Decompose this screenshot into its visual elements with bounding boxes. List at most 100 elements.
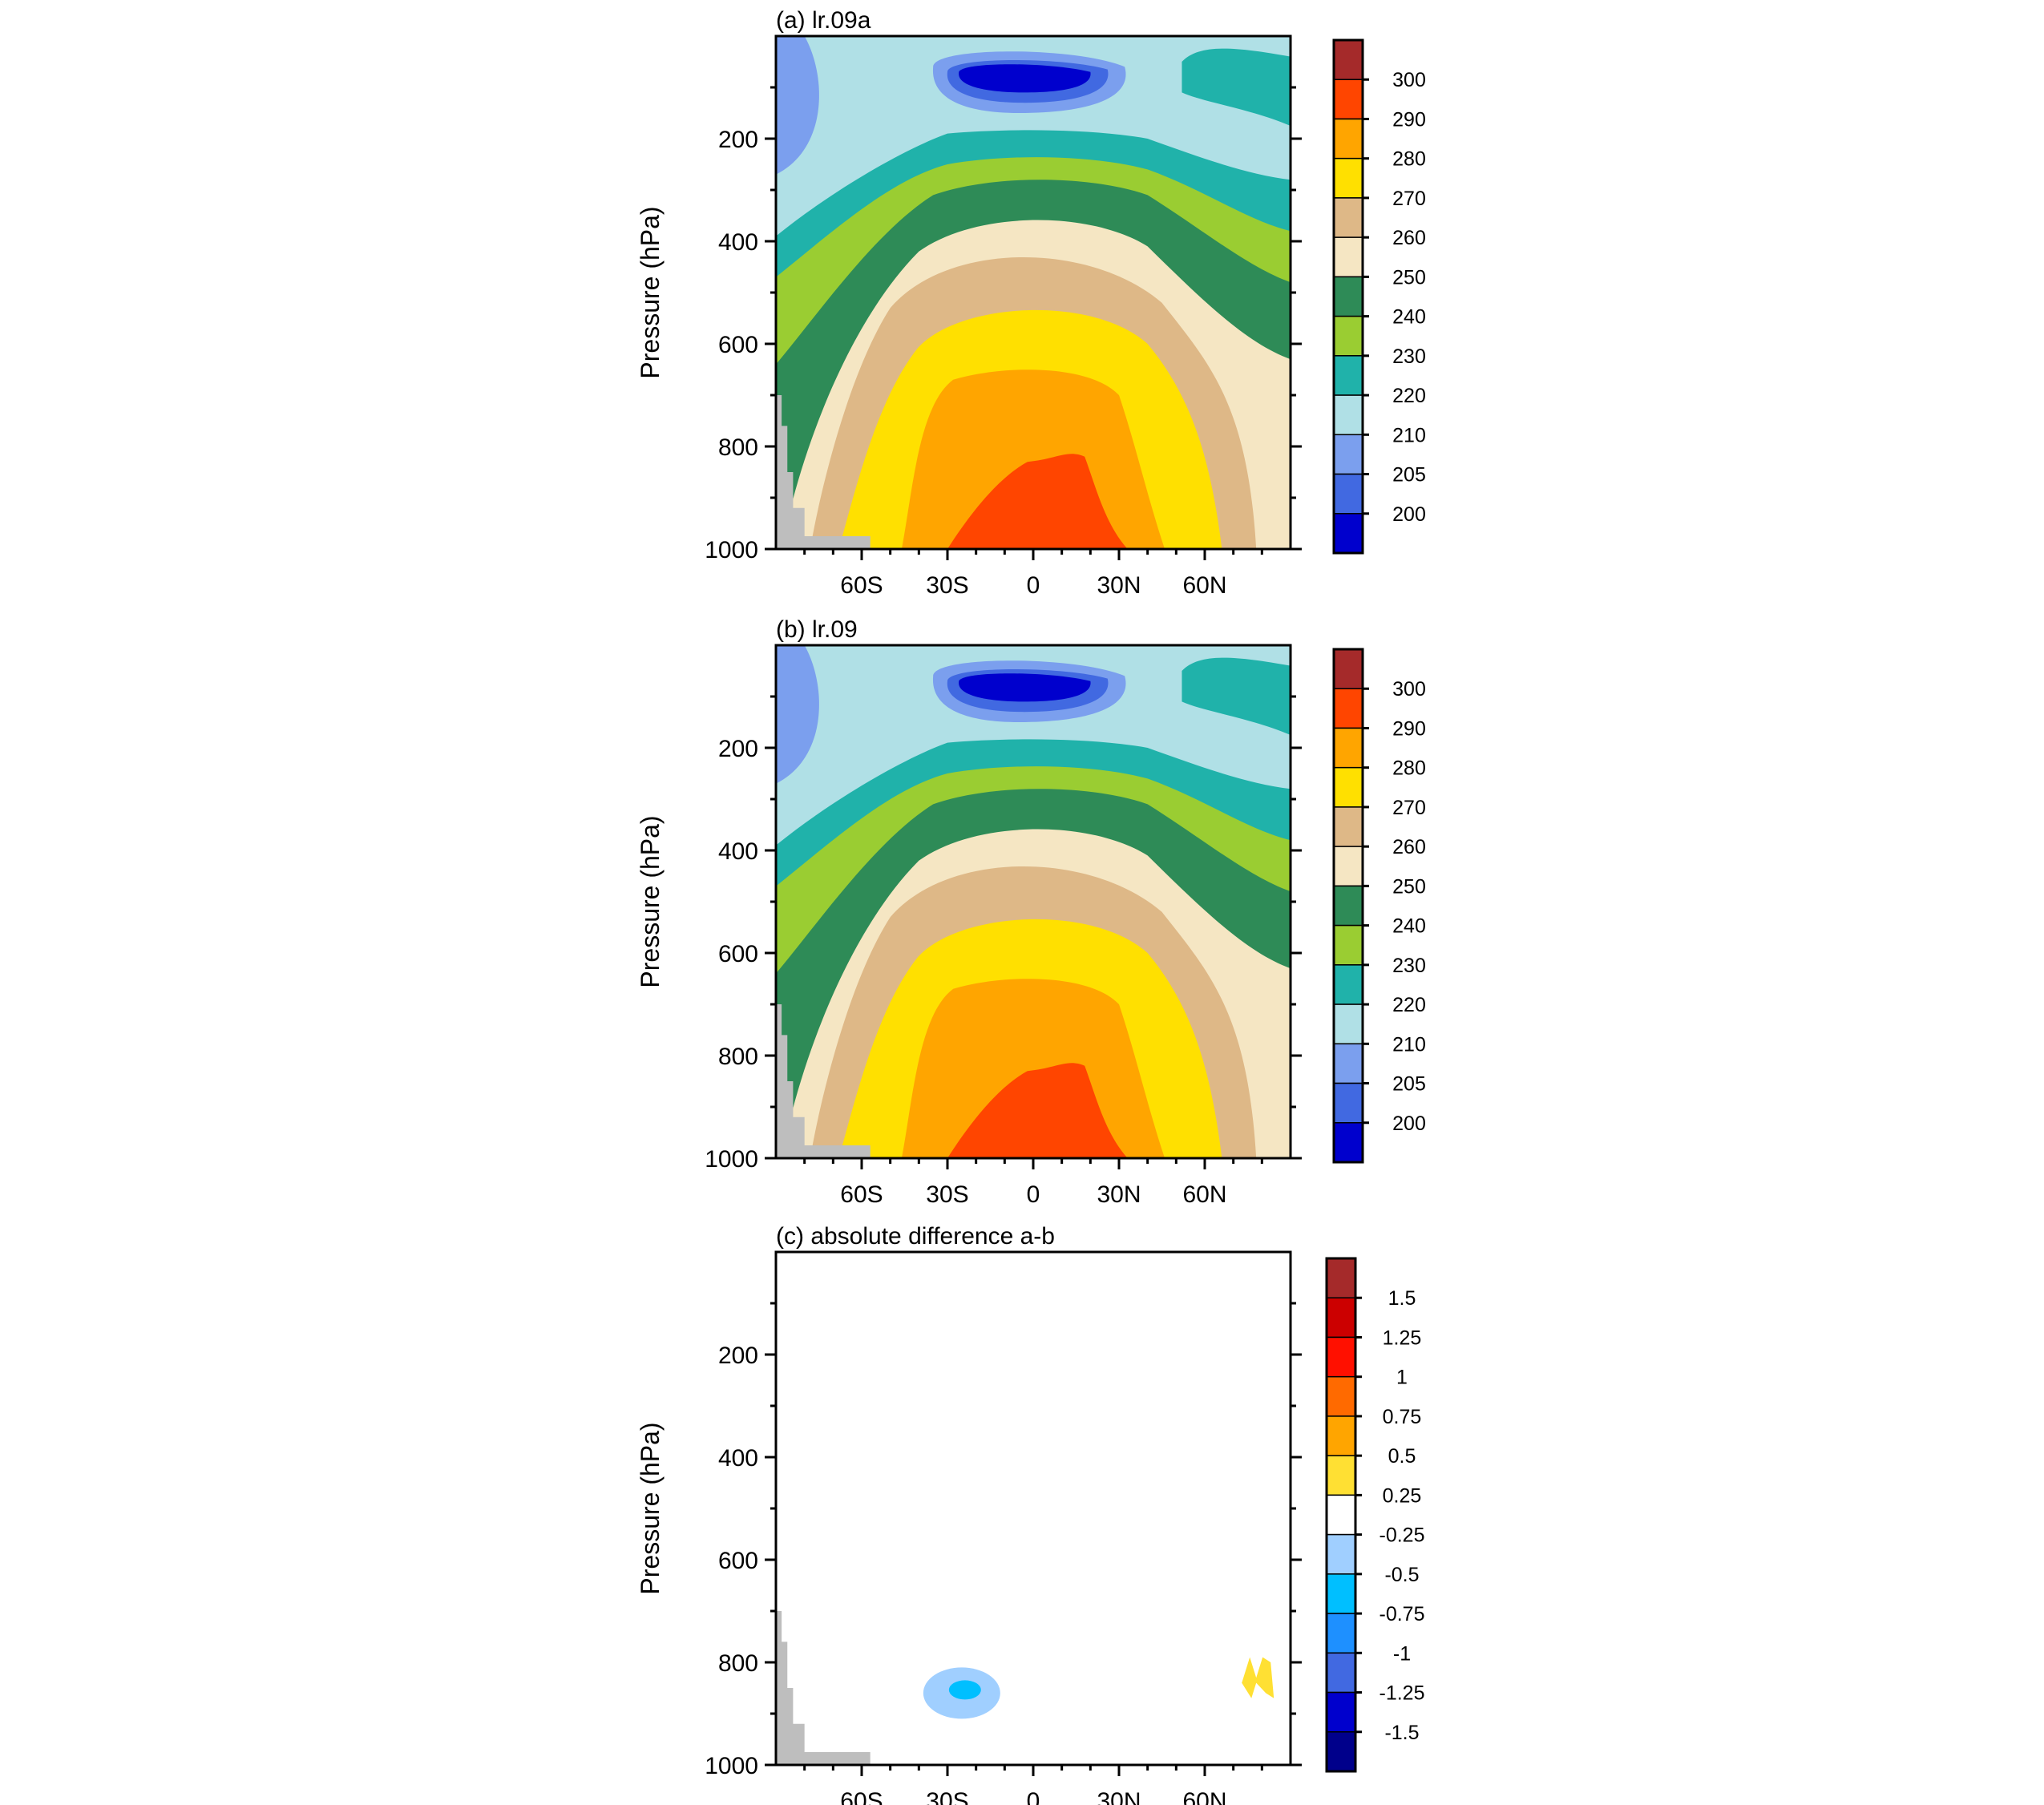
colorbar-box — [1333, 157, 1363, 199]
x-tick-label: 60N — [1182, 1181, 1226, 1208]
colorbar-box — [1326, 1415, 1356, 1456]
y-tick-label: 1000 — [705, 1753, 758, 1779]
colorbar-label: 205 — [1392, 1073, 1426, 1096]
x-tick-label: 60S — [840, 572, 883, 599]
temperature-band — [1182, 48, 1291, 126]
plot-area — [776, 36, 1291, 549]
colorbar: 300 290 280 270 260 250 240 230 220 210 205 200 — [1332, 648, 1426, 1164]
y-tick-label: 800 — [718, 1650, 758, 1677]
colorbar-box — [1333, 924, 1363, 966]
y-tick-label: 200 — [718, 127, 758, 153]
colorbar-box — [1326, 1691, 1356, 1733]
colorbar-label: 0.75 — [1383, 1406, 1422, 1428]
x-tick-label: 60N — [1182, 572, 1226, 599]
temperature-band — [959, 673, 1091, 702]
colorbar-box — [1333, 315, 1363, 357]
colorbar-label: 280 — [1392, 148, 1426, 171]
colorbar-box — [1333, 1043, 1363, 1084]
temperature-band — [947, 454, 1128, 549]
x-tick-label: 60S — [840, 1181, 883, 1208]
colorbar-label: 290 — [1392, 108, 1426, 131]
colorbar-label: 250 — [1392, 875, 1426, 898]
colorbar-box — [1333, 806, 1363, 847]
plot-area — [776, 1252, 1291, 1765]
x-tick-label: 30N — [1097, 572, 1141, 599]
missing-data-mask — [776, 395, 871, 549]
colorbar-label: -0.25 — [1379, 1524, 1425, 1547]
colorbar-label: 210 — [1392, 1033, 1426, 1056]
colorbar-label: 1 — [1396, 1367, 1408, 1389]
colorbar-box — [1333, 727, 1363, 769]
missing-data-mask — [776, 1611, 871, 1765]
plot-area — [776, 645, 1291, 1158]
temperature-band — [959, 64, 1091, 93]
colorbar-box — [1333, 885, 1363, 927]
colorbar-box — [1333, 964, 1363, 1005]
anomaly-positive — [1242, 1657, 1274, 1698]
colorbar-box — [1326, 1494, 1356, 1536]
colorbar-box — [1326, 1573, 1356, 1614]
colorbar-label: 300 — [1392, 678, 1426, 701]
y-tick-label: 600 — [718, 941, 758, 967]
y-tick-label: 800 — [718, 434, 758, 461]
colorbar-frame — [1325, 1257, 1357, 1773]
colorbar-label: 260 — [1392, 836, 1426, 858]
colorbar-box — [1326, 1297, 1356, 1339]
colorbar-label: 220 — [1392, 994, 1426, 1016]
colorbar-box — [1326, 1652, 1356, 1694]
colorbar-box — [1333, 197, 1363, 238]
panel-c: 200 400 600 800 1000 60S 30S 0 30N 60N (c) absolut… — [636, 1223, 1424, 1805]
colorbar-box — [1333, 513, 1363, 554]
colorbar-label: -1.25 — [1379, 1682, 1425, 1705]
y-tick-label: 400 — [718, 229, 758, 256]
colorbar-box — [1333, 1082, 1363, 1124]
y-tick-label: 200 — [718, 736, 758, 762]
y-tick-label: 1000 — [705, 1146, 758, 1173]
x-tick-label: 30N — [1097, 1788, 1141, 1805]
colorbar-box — [1326, 1258, 1356, 1298]
colorbar-label: 270 — [1392, 797, 1426, 819]
y-tick-label: 400 — [718, 838, 758, 865]
colorbar: 1.5 1.25 1 0.75 0.5 0.25 -0.25 -0.5 -0.75 -1 -1.25… — [1325, 1257, 1425, 1773]
colorbar-box — [1333, 276, 1363, 317]
x-tick-label: 30S — [926, 1788, 968, 1805]
colorbar-label: 230 — [1392, 345, 1426, 368]
colorbar-label: -1.5 — [1384, 1722, 1419, 1744]
x-tick-label: 0 — [1027, 1788, 1040, 1805]
colorbar-box — [1333, 473, 1363, 515]
y-tick-label: 600 — [718, 332, 758, 358]
colorbar-label: 280 — [1392, 757, 1426, 780]
colorbar-label: 205 — [1392, 464, 1426, 487]
colorbar-label: -0.5 — [1384, 1564, 1419, 1586]
missing-data-mask — [776, 1004, 871, 1158]
colorbar-label: 210 — [1392, 424, 1426, 446]
colorbar-label: 230 — [1392, 955, 1426, 977]
colorbar-box — [1333, 355, 1363, 396]
anomaly-negative-inner — [948, 1680, 981, 1700]
colorbar-box — [1326, 1613, 1356, 1654]
temperature-band — [776, 36, 819, 175]
colorbar-label: 260 — [1392, 227, 1426, 249]
y-axis-label: Pressure (hPa) — [636, 815, 665, 987]
colorbar-frame — [1332, 648, 1364, 1164]
colorbar-label: 220 — [1392, 385, 1426, 407]
panel-b: 200 400 600 800 1000 60S 30S 0 30N 60N (b) lr.09 Pr… — [636, 616, 1426, 1208]
colorbar-box — [1333, 846, 1363, 887]
x-tick-label: 60S — [840, 1788, 883, 1805]
panel-title: (a) lr.09a — [776, 7, 871, 34]
colorbar-frame — [1332, 38, 1364, 555]
y-tick-label: 1000 — [705, 537, 758, 563]
y-tick-label: 400 — [718, 1445, 758, 1472]
colorbar-label: 1.25 — [1383, 1326, 1422, 1349]
y-tick-label: 200 — [718, 1343, 758, 1369]
temperature-band — [947, 1063, 1128, 1158]
colorbar-label: 250 — [1392, 266, 1426, 289]
colorbar-box — [1333, 1122, 1363, 1163]
colorbar-label: 290 — [1392, 717, 1426, 740]
colorbar-box — [1333, 236, 1363, 278]
colorbar-box — [1326, 1375, 1356, 1417]
x-tick-label: 0 — [1027, 572, 1040, 599]
colorbar-box — [1333, 118, 1363, 160]
colorbar-box — [1333, 394, 1363, 436]
